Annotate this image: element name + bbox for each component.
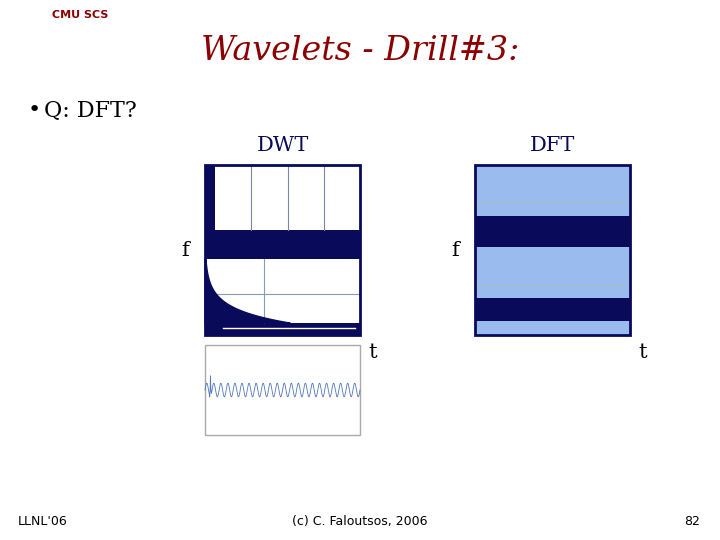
Bar bbox=[475, 216, 630, 247]
Bar bbox=[475, 247, 630, 272]
Bar bbox=[205, 165, 360, 335]
Text: Q: DFT?: Q: DFT? bbox=[44, 100, 137, 122]
Text: CMU SCS: CMU SCS bbox=[52, 10, 109, 20]
Text: DFT: DFT bbox=[530, 136, 575, 155]
Text: LLNL'06: LLNL'06 bbox=[18, 515, 68, 528]
Bar bbox=[475, 272, 630, 298]
Bar bbox=[205, 165, 360, 230]
Text: t: t bbox=[368, 343, 377, 362]
Text: f: f bbox=[181, 240, 189, 260]
Bar bbox=[205, 323, 360, 335]
Text: f: f bbox=[451, 240, 459, 260]
Bar bbox=[475, 298, 630, 321]
Text: Wavelets - Drill#3:: Wavelets - Drill#3: bbox=[201, 35, 519, 67]
Bar bbox=[475, 165, 630, 191]
Bar bbox=[475, 191, 630, 216]
Text: t: t bbox=[638, 343, 647, 362]
Bar bbox=[205, 259, 360, 323]
Text: •: • bbox=[28, 100, 41, 120]
Text: (c) C. Faloutsos, 2006: (c) C. Faloutsos, 2006 bbox=[292, 515, 428, 528]
Text: DWT: DWT bbox=[256, 136, 309, 155]
Polygon shape bbox=[205, 259, 290, 323]
Bar bbox=[205, 230, 360, 259]
Bar bbox=[475, 321, 630, 335]
Bar bbox=[205, 345, 360, 435]
Bar bbox=[475, 165, 630, 335]
Text: 82: 82 bbox=[684, 515, 700, 528]
Bar bbox=[205, 165, 215, 230]
